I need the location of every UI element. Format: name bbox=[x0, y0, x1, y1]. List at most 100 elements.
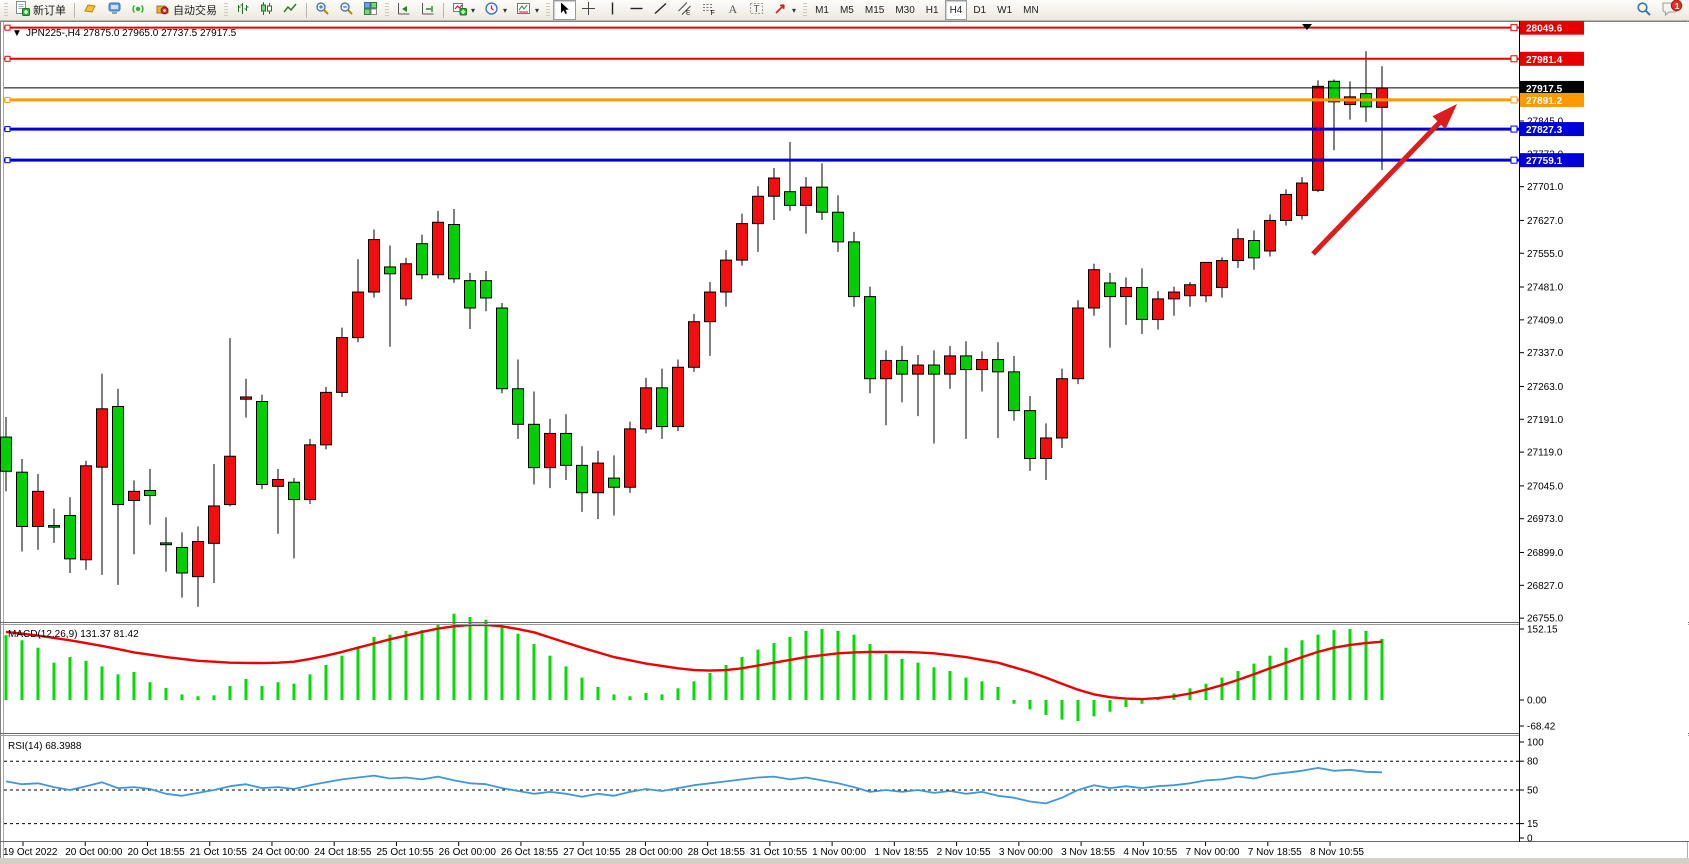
candlestick bbox=[880, 359, 892, 380]
macd-histogram-bar bbox=[132, 672, 136, 700]
macd-histogram-bar bbox=[548, 655, 552, 700]
text-button[interactable]: A bbox=[721, 0, 744, 20]
macd-histogram-bar bbox=[1060, 700, 1064, 720]
line-anchor-handle[interactable] bbox=[4, 157, 11, 164]
terminal-button[interactable] bbox=[103, 0, 126, 20]
candlestick bbox=[112, 406, 124, 506]
search-button[interactable] bbox=[1632, 0, 1656, 20]
timeframe-button-m5[interactable]: M5 bbox=[839, 4, 854, 16]
text-label-button[interactable]: T bbox=[745, 0, 768, 20]
text-icon: A bbox=[725, 1, 740, 19]
line-anchor-handle[interactable] bbox=[1510, 55, 1518, 63]
cursor-button[interactable] bbox=[553, 0, 577, 20]
collapse-triangle-icon: ▼ bbox=[12, 28, 22, 39]
timeframe-button-h4[interactable]: H4 bbox=[944, 0, 968, 20]
quotes-button[interactable] bbox=[79, 0, 102, 20]
candlestick bbox=[256, 401, 268, 486]
chevron-down-icon: ▾ bbox=[503, 5, 508, 15]
zoom-out-button[interactable] bbox=[335, 0, 358, 20]
toolbar-grip bbox=[546, 2, 551, 18]
line-price-badge bbox=[1520, 122, 1584, 137]
bar-chart-icon bbox=[235, 1, 250, 19]
candlestick bbox=[336, 337, 348, 393]
time-axis-label: 31 Oct 10:55 bbox=[750, 847, 808, 858]
candlestick bbox=[864, 296, 876, 380]
chart-shift-button[interactable] bbox=[416, 0, 439, 20]
macd-histogram-bar bbox=[852, 634, 856, 700]
arrows-button[interactable]: ▾ bbox=[769, 0, 800, 20]
svg-text:T: T bbox=[754, 4, 760, 15]
auto-scroll-button[interactable] bbox=[392, 0, 415, 20]
macd-histogram-bar bbox=[1204, 683, 1208, 700]
trend-arrow-object[interactable] bbox=[1311, 104, 1457, 256]
candlestick bbox=[832, 211, 844, 243]
symbol-ohlc-label: JPN225-,H4 27875.0 27965.0 27737.5 27917… bbox=[26, 28, 237, 39]
new-chart-button[interactable]: ▾ bbox=[448, 0, 479, 20]
timeframe-button-mn[interactable]: MN bbox=[1023, 4, 1039, 16]
macd-histogram-bar bbox=[260, 686, 264, 700]
macd-histogram-bar bbox=[756, 649, 760, 700]
fibonacci-button[interactable]: F bbox=[697, 0, 720, 20]
candlestick bbox=[96, 408, 108, 468]
macd-histogram-bar bbox=[804, 630, 808, 700]
candlestick bbox=[1056, 378, 1068, 439]
signals-button[interactable] bbox=[127, 0, 150, 20]
templates-button[interactable]: ▾ bbox=[512, 0, 543, 20]
candlestick bbox=[352, 291, 364, 339]
new-order-button[interactable]: 新订单 bbox=[11, 0, 70, 20]
periods-button[interactable]: ▾ bbox=[480, 0, 511, 20]
macd-histogram-bar bbox=[1300, 640, 1304, 700]
candlestick-chart-button[interactable] bbox=[255, 0, 278, 20]
timeframe-button-m1[interactable]: M1 bbox=[815, 4, 829, 16]
macd-histogram-bar bbox=[324, 665, 328, 700]
candlestick bbox=[784, 191, 796, 206]
vertical-line-button[interactable] bbox=[601, 0, 624, 20]
horizontal-line-button[interactable] bbox=[625, 0, 648, 20]
macd-histogram-bar bbox=[836, 630, 840, 700]
timeframe-button-d1[interactable]: D1 bbox=[973, 4, 987, 16]
scroll-marker-icon[interactable] bbox=[1302, 24, 1312, 30]
line-anchor-handle[interactable] bbox=[4, 96, 11, 103]
timeframe-button-w1[interactable]: W1 bbox=[997, 4, 1013, 16]
line-anchor-handle[interactable] bbox=[4, 126, 11, 133]
macd-histogram-bar bbox=[212, 695, 216, 700]
gold-icon bbox=[83, 1, 98, 19]
equidistant-channel-button[interactable]: E bbox=[673, 0, 696, 20]
trendline-button[interactable] bbox=[649, 0, 672, 20]
line-anchor-handle[interactable] bbox=[1510, 96, 1518, 104]
bar-chart-button[interactable] bbox=[231, 0, 254, 20]
macd-histogram-bar bbox=[820, 629, 824, 700]
macd-histogram-bar bbox=[516, 633, 520, 700]
line-anchor-handle[interactable] bbox=[1510, 125, 1518, 133]
notification-button[interactable]: 1 bbox=[1657, 0, 1687, 20]
price-badge-label: 27759.1 bbox=[1526, 156, 1563, 167]
line-anchor-handle[interactable] bbox=[1510, 24, 1518, 32]
macd-histogram-bar bbox=[228, 686, 232, 700]
macd-histogram-bar bbox=[1284, 647, 1288, 700]
timeframe-button-m30[interactable]: M30 bbox=[895, 4, 915, 16]
candlestick bbox=[1024, 410, 1036, 460]
line-anchor-handle[interactable] bbox=[1510, 156, 1518, 164]
crosshair-button[interactable] bbox=[577, 0, 600, 20]
timeframe-button-m15[interactable]: M15 bbox=[864, 4, 885, 16]
time-axis-label: 21 Oct 10:55 bbox=[190, 847, 248, 858]
time-axis-label: 7 Nov 18:55 bbox=[1248, 847, 1302, 858]
line-chart-button[interactable] bbox=[279, 0, 302, 20]
zoom-in-button[interactable] bbox=[311, 0, 334, 20]
price-axis-panel[interactable] bbox=[1520, 22, 1688, 841]
auto-trading-button[interactable]: 自动交易 bbox=[151, 0, 221, 20]
rsi-tick-label: 100 bbox=[1527, 738, 1544, 749]
line-anchor-handle[interactable] bbox=[4, 24, 11, 31]
line-anchor-handle[interactable] bbox=[4, 55, 11, 62]
price-badge-label: 27891.2 bbox=[1526, 96, 1563, 107]
macd-histogram-bar bbox=[580, 677, 584, 700]
timeframe-button-h1[interactable]: H1 bbox=[925, 4, 939, 16]
candlestick bbox=[400, 263, 412, 300]
rsi-tick-label: 50 bbox=[1527, 786, 1539, 797]
macd-histogram-bar bbox=[116, 674, 120, 700]
new-order-icon bbox=[15, 1, 30, 19]
svg-text:F: F bbox=[711, 10, 715, 16]
tile-windows-button[interactable] bbox=[359, 0, 382, 20]
candlestick bbox=[64, 515, 76, 560]
macd-histogram-bar bbox=[244, 679, 248, 700]
